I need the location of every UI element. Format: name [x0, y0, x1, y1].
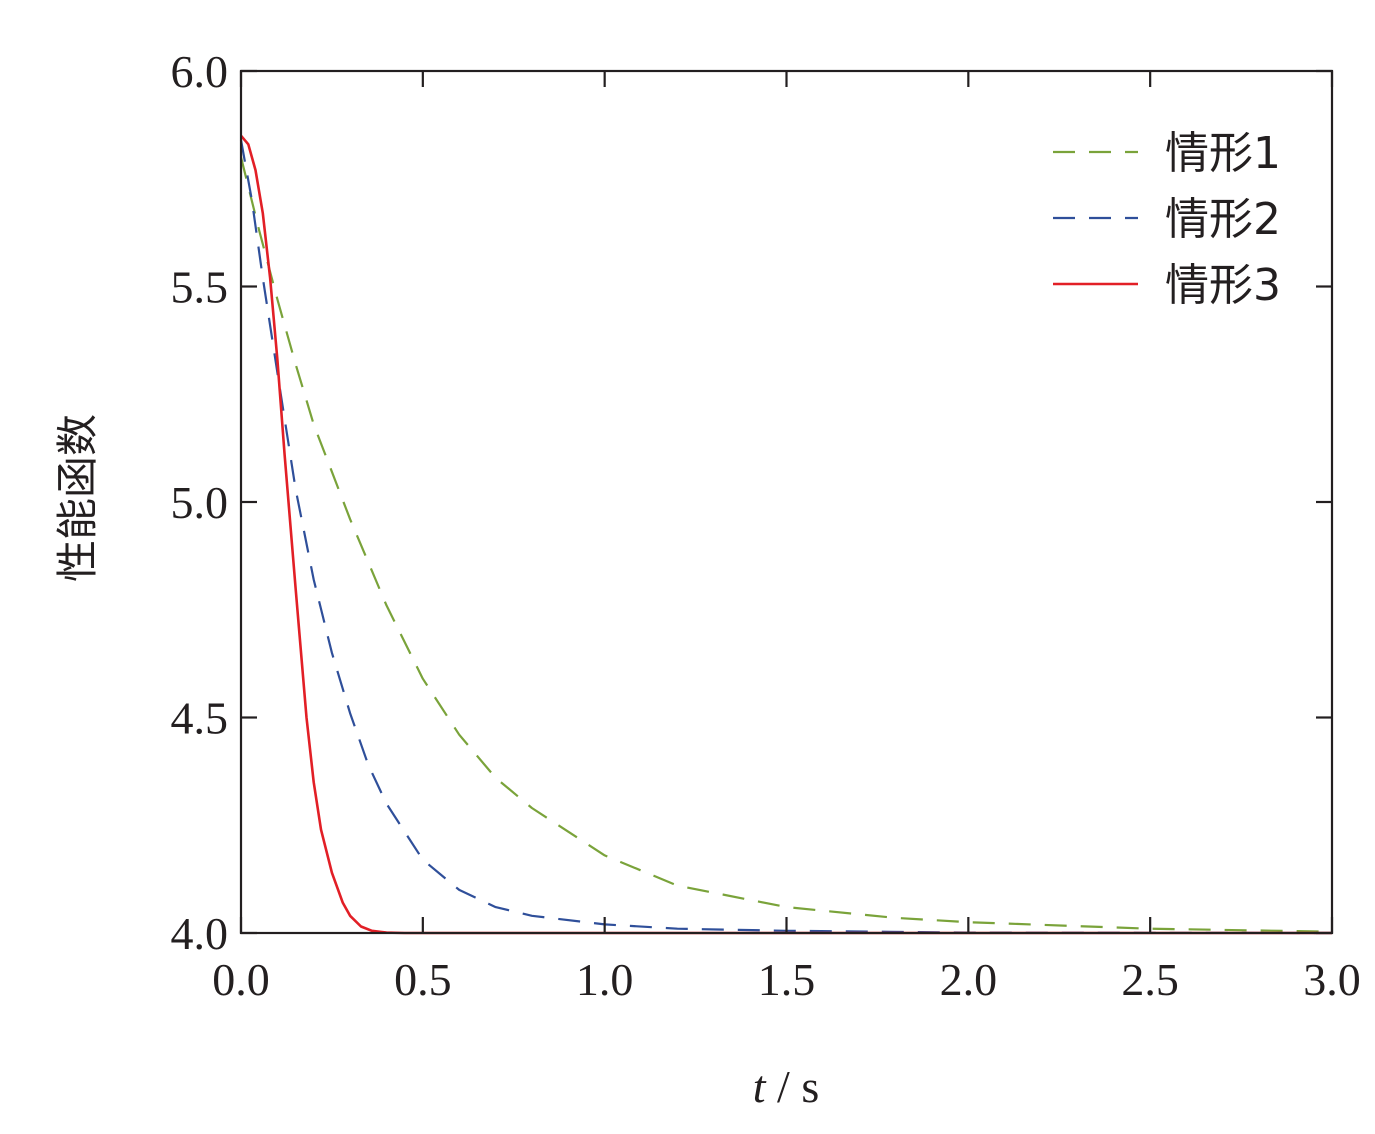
ticks-layer: 0.0 0.5 1.0 1.5 2.0 2.5 3.0 4.0 4.5 5.0 5.5 6.0 [171, 46, 1361, 1005]
legend-label-1: 情形1 [1165, 128, 1281, 179]
y-axis-label: 性能函数 [53, 414, 102, 582]
y-tick-label: 4.0 [171, 908, 229, 959]
x-tick-label: 2.0 [940, 954, 998, 1005]
x-axis-separator: / [766, 1061, 802, 1112]
x-tick-label: 1.0 [576, 954, 634, 1005]
x-tick-label: 0.0 [212, 954, 270, 1005]
legend: 情形1 情形2 情形3 [1053, 128, 1281, 311]
legend-label-3: 情形3 [1165, 260, 1281, 311]
series-line-2 [239, 139, 1333, 935]
x-tick-label: 3.0 [1303, 954, 1361, 1005]
series-line-1 [239, 156, 1333, 933]
x-tick-label: 1.5 [758, 954, 816, 1005]
legend-label-2: 情形2 [1165, 194, 1281, 245]
y-tick-label: 5.0 [171, 477, 229, 528]
x-tick-label: 2.5 [1121, 954, 1179, 1005]
x-axis-unit: s [801, 1061, 819, 1112]
x-axis-label: t / s [753, 1061, 819, 1112]
x-axis-variable: t [753, 1061, 767, 1112]
x-tick-label: 0.5 [394, 954, 452, 1005]
series-layer [239, 134, 1333, 935]
series-line-3 [240, 134, 1332, 935]
y-tick-label: 4.5 [171, 693, 229, 744]
y-tick-label: 6.0 [171, 46, 229, 97]
y-tick-label: 5.5 [171, 262, 229, 313]
